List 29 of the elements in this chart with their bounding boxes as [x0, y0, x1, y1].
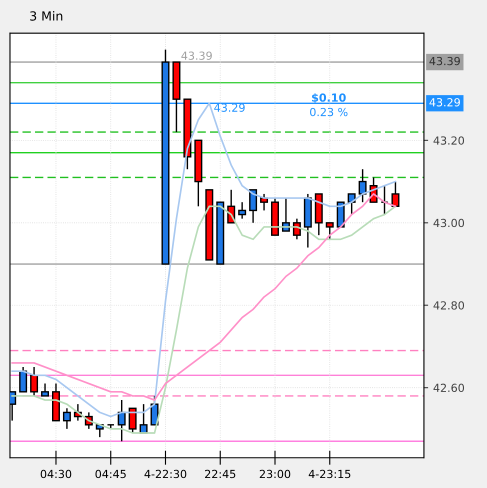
candlestick [391, 180, 400, 207]
candlestick [238, 201, 246, 220]
x-tick-label: 22:45 [205, 470, 236, 478]
candlestick [41, 382, 50, 397]
candlestick [326, 222, 334, 240]
ref-line-label: 43.39 [429, 56, 460, 66]
y-tick-label: 43.20 [434, 136, 464, 145]
annotation: 0.23 % [310, 108, 348, 116]
candlestick [62, 408, 71, 430]
x-tick-label: 04:30 [40, 470, 72, 478]
x-tick-label: 23:00 [260, 470, 290, 478]
x-tick-label: 4-23:15 [308, 470, 350, 478]
x-tick-label: 04:45 [95, 470, 126, 478]
y-tick-label: 43.00 [434, 218, 464, 228]
candlestick [118, 399, 126, 442]
x-tick-label: 4-22:30 [144, 470, 186, 478]
candlestick [380, 185, 388, 216]
candlestick [30, 366, 38, 397]
candlestick [128, 408, 137, 434]
annotation: 43.39 [181, 51, 212, 60]
chart-title: 3 Min [30, 11, 62, 21]
candlestick [249, 189, 258, 224]
candlestick [19, 366, 28, 392]
ref-line-label: 43.29 [429, 98, 460, 106]
y-tick-label: 42.60 [434, 384, 464, 392]
y-tick-label: 42.80 [434, 301, 464, 310]
candlestick [358, 168, 367, 203]
annotation: $0.10 [312, 93, 346, 104]
candlestick [348, 193, 356, 216]
